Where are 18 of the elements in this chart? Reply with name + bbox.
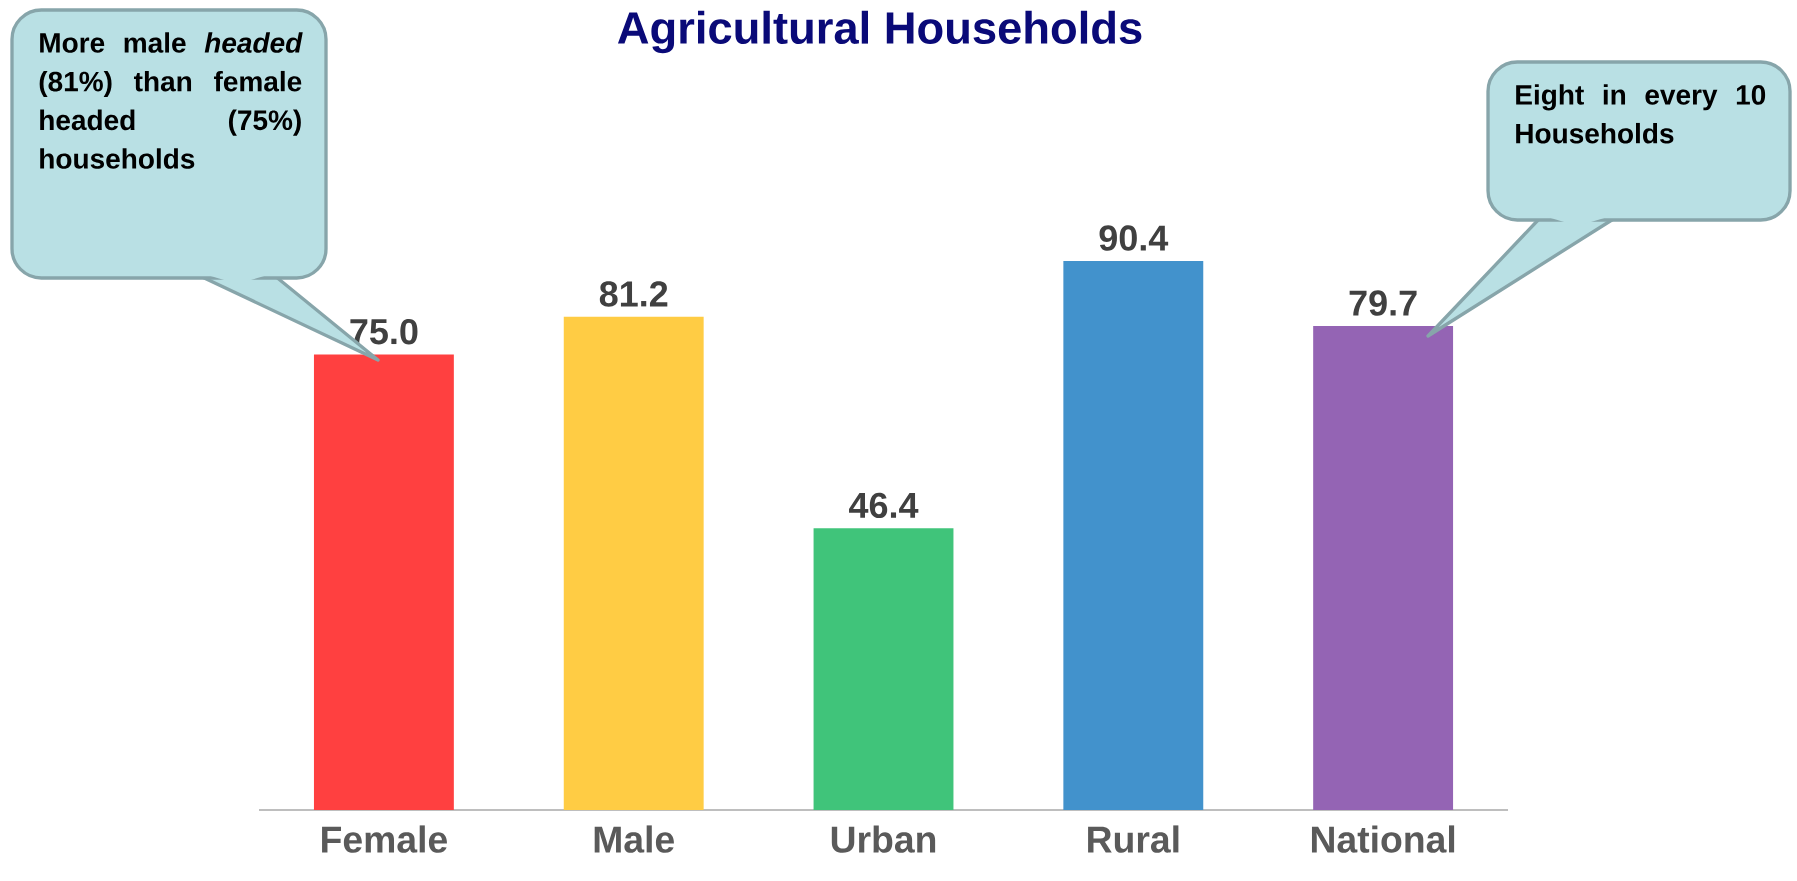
data-label: 90.4 bbox=[1099, 225, 1169, 251]
data-label: 46.4 bbox=[849, 492, 919, 519]
bar bbox=[1313, 325, 1454, 810]
data-label: 79.7 bbox=[1349, 290, 1417, 316]
bar bbox=[563, 316, 704, 810]
x-tick-label: Male bbox=[594, 825, 674, 853]
x-tick-label: Rural bbox=[1088, 825, 1179, 853]
text: More male headed (81%) than female headed (75%) households bbox=[39, 32, 303, 169]
chart-title: Agricultural Households bbox=[617, 10, 1142, 54]
text: Eight in every 10 Households bbox=[1516, 84, 1766, 144]
data-label: 81.2 bbox=[599, 281, 668, 307]
x-tick-label: National bbox=[1311, 825, 1455, 853]
x-tick-label: Female bbox=[322, 825, 447, 853]
bar bbox=[1063, 260, 1204, 810]
x-tick-label: Urban bbox=[831, 825, 936, 853]
data-label: 75.0 bbox=[350, 318, 418, 345]
bar bbox=[813, 528, 954, 810]
bar bbox=[313, 354, 454, 810]
